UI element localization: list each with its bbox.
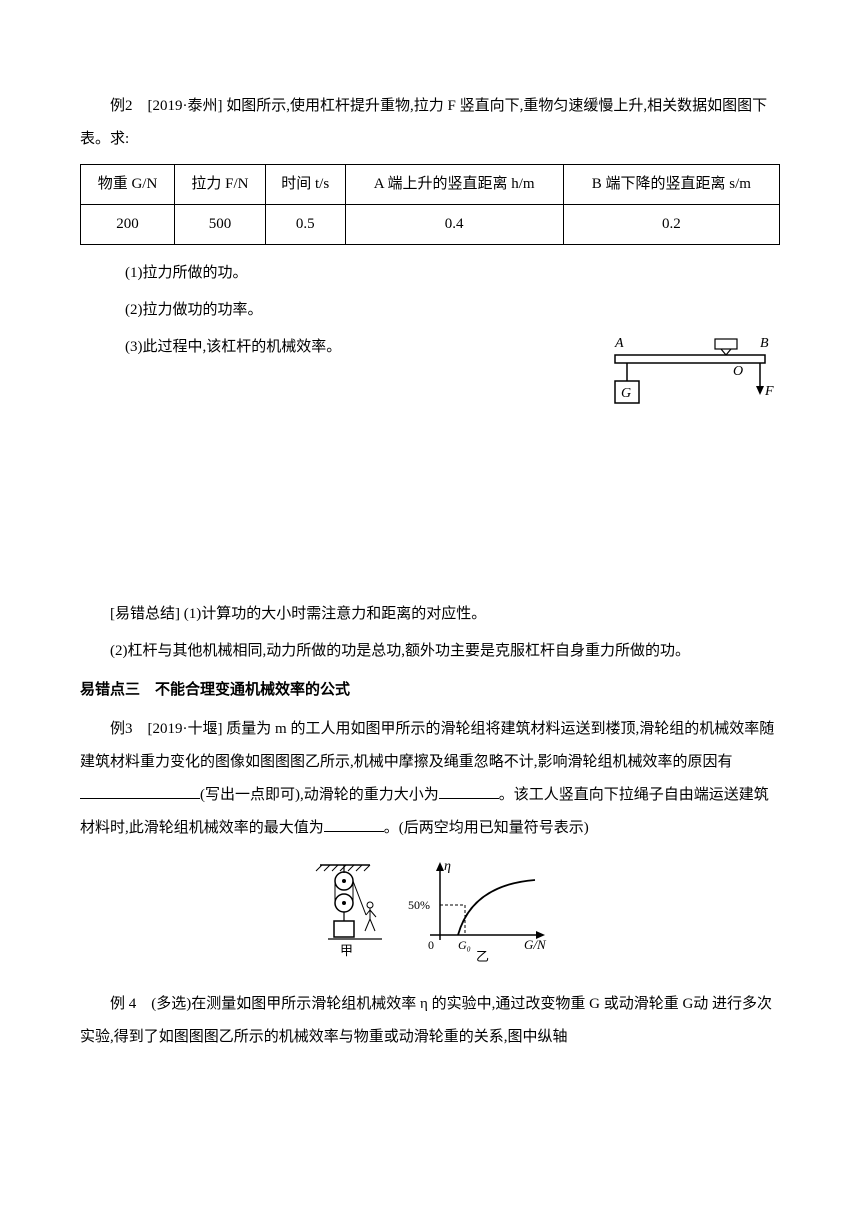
svg-text:G₀: G₀ [458, 938, 471, 952]
example3-body: 例3 [2019·十堰] 质量为 m 的工人用如图甲所示的滑轮组将建筑材料运送到… [80, 713, 780, 845]
example2-intro: 例2 [2019·泰州] 如图所示,使用杠杆提升重物,拉力 F 竖直向下,重物匀… [80, 90, 780, 156]
table-header-row: 物重 G/N 拉力 F/N 时间 t/s A 端上升的竖直距离 h/m B 端下… [81, 165, 780, 205]
diagram-label-f: F [764, 384, 774, 399]
th-time: 时间 t/s [265, 165, 345, 205]
example2-q1: (1)拉力所做的功。 [80, 257, 780, 290]
example3-text2: ,动滑轮的重力大小为 [300, 787, 439, 803]
example4-label: 例 4 [110, 996, 136, 1012]
example2-source: [2019·泰州] [148, 98, 223, 114]
th-weight: 物重 G/N [81, 165, 175, 205]
example2-q3-row: (3)此过程中,该杠杆的机械效率。 A B O F G [80, 331, 780, 449]
svg-text:0: 0 [428, 938, 434, 952]
summary-text1: (1)计算功的大小时需注意力和距离的对应性。 [184, 606, 487, 622]
summary-title: [易错总结] [110, 606, 180, 622]
svg-text:50%: 50% [408, 898, 430, 912]
example3-source: [2019·十堰] [148, 721, 223, 737]
example4-hint: (多选) [151, 996, 191, 1012]
pulley-and-graph-diagram: 甲 η 50% 0 G₀ G/N 乙 [80, 855, 780, 978]
fulcrum-support-icon [715, 339, 737, 349]
svg-text:乙: 乙 [476, 949, 489, 964]
example2-q2: (2)拉力做功的功率。 [80, 294, 780, 327]
td-time: 0.5 [265, 205, 345, 245]
example3-hint1: (写出一点即可) [200, 787, 300, 803]
td-height-a: 0.4 [345, 205, 563, 245]
blank2 [439, 784, 499, 799]
example3-text4: 。(后两空均用已知量符号表示) [384, 820, 589, 836]
td-weight: 200 [81, 205, 175, 245]
blank3 [324, 817, 384, 832]
example2-label: 例2 [110, 98, 133, 114]
svg-text:G/N: G/N [524, 937, 547, 952]
blank1 [80, 784, 200, 799]
data-table: 物重 G/N 拉力 F/N 时间 t/s A 端上升的竖直距离 h/m B 端下… [80, 164, 780, 245]
th-distance-b: B 端下降的竖直距离 s/m [563, 165, 779, 205]
th-force: 拉力 F/N [174, 165, 265, 205]
diagram-label-b: B [760, 336, 769, 351]
diagram-label-a: A [614, 336, 624, 351]
td-force: 500 [174, 205, 265, 245]
section3-title: 易错点三 不能合理变通机械效率的公式 [80, 674, 780, 707]
example2-q3: (3)此过程中,该杠杆的机械效率。 [125, 339, 341, 355]
pulley-diagram-icon: 甲 [316, 865, 382, 958]
diagram-label-g: G [621, 386, 631, 401]
summary-p2: (2)杠杆与其他机械相同,动力所做的功是总功,额外功主要是克服杠杆自身重力所做的… [80, 635, 780, 668]
svg-text:甲: 甲 [340, 943, 353, 958]
diagram-label-o: O [733, 364, 743, 379]
th-height-a: A 端上升的竖直距离 h/m [345, 165, 563, 205]
table-data-row: 200 500 0.5 0.4 0.2 [81, 205, 780, 245]
example4-body: 例 4 (多选)在测量如图甲所示滑轮组机械效率 η 的实验中,通过改变物重 G … [80, 988, 780, 1054]
summary-p1: [易错总结] (1)计算功的大小时需注意力和距离的对应性。 [80, 598, 780, 631]
lever-diagram: A B O F G [605, 331, 780, 439]
svg-text:η: η [444, 859, 451, 874]
efficiency-graph-icon: η 50% 0 G₀ G/N 乙 [408, 859, 547, 964]
lever-bar-icon [615, 355, 765, 363]
example3-label: 例3 [110, 721, 133, 737]
td-distance-b: 0.2 [563, 205, 779, 245]
